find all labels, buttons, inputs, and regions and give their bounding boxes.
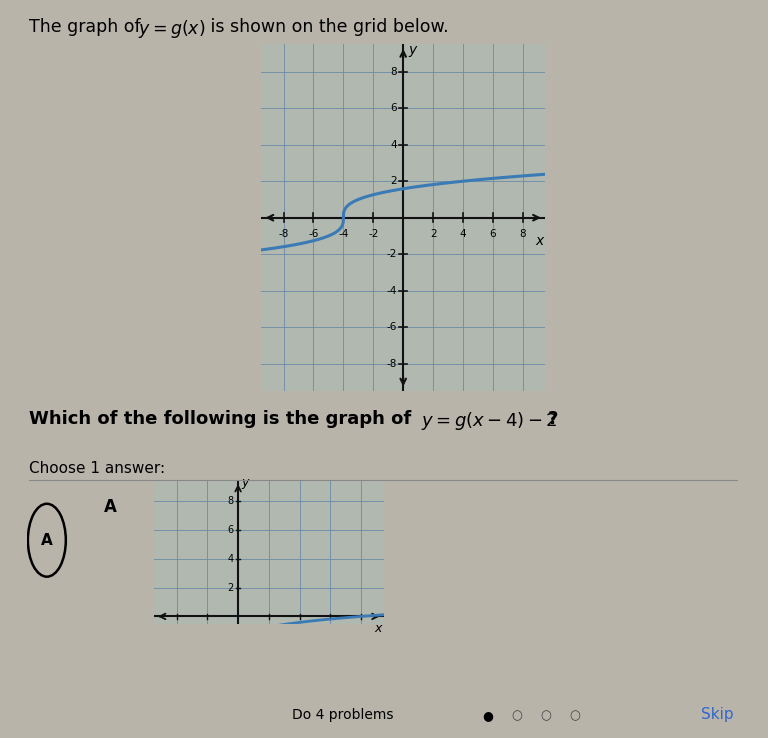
Text: 4: 4 bbox=[460, 229, 466, 238]
Text: 4: 4 bbox=[391, 139, 397, 150]
Text: A: A bbox=[104, 498, 117, 516]
Text: 8: 8 bbox=[519, 229, 526, 238]
Text: -2: -2 bbox=[387, 249, 397, 259]
Text: ○: ○ bbox=[541, 708, 551, 722]
Text: -4: -4 bbox=[338, 229, 349, 238]
Text: ○: ○ bbox=[570, 708, 581, 722]
Text: -4: -4 bbox=[387, 286, 397, 296]
Text: Choose 1 answer:: Choose 1 answer: bbox=[29, 461, 165, 476]
Text: $x$: $x$ bbox=[535, 234, 546, 248]
Text: $y = g(x-4)-2$: $y = g(x-4)-2$ bbox=[421, 410, 558, 432]
Text: A: A bbox=[41, 533, 53, 548]
Text: 2: 2 bbox=[430, 229, 436, 238]
Text: 6: 6 bbox=[227, 525, 233, 535]
Text: Which of the following is the graph of: Which of the following is the graph of bbox=[29, 410, 418, 427]
Text: -6: -6 bbox=[308, 229, 319, 238]
Text: ○: ○ bbox=[511, 708, 522, 722]
Text: Skip: Skip bbox=[701, 707, 733, 722]
Text: ?: ? bbox=[548, 410, 558, 427]
Text: 6: 6 bbox=[391, 103, 397, 113]
Text: $y$: $y$ bbox=[241, 477, 251, 491]
Text: is shown on the grid below.: is shown on the grid below. bbox=[205, 18, 449, 36]
Text: 4: 4 bbox=[227, 554, 233, 564]
Text: -8: -8 bbox=[278, 229, 289, 238]
Text: -6: -6 bbox=[387, 323, 397, 332]
Text: The graph of: The graph of bbox=[29, 18, 147, 36]
Text: 2: 2 bbox=[391, 176, 397, 186]
Text: -8: -8 bbox=[387, 359, 397, 369]
Text: $y = g(x)$: $y = g(x)$ bbox=[138, 18, 206, 41]
Text: ●: ● bbox=[482, 708, 493, 722]
Text: $x$: $x$ bbox=[375, 622, 384, 635]
Text: $y$: $y$ bbox=[409, 44, 419, 59]
Text: 8: 8 bbox=[391, 66, 397, 77]
Text: 8: 8 bbox=[227, 496, 233, 506]
Text: 2: 2 bbox=[227, 582, 233, 593]
Text: 6: 6 bbox=[490, 229, 496, 238]
Text: Do 4 problems: Do 4 problems bbox=[292, 708, 393, 722]
Text: -2: -2 bbox=[368, 229, 379, 238]
